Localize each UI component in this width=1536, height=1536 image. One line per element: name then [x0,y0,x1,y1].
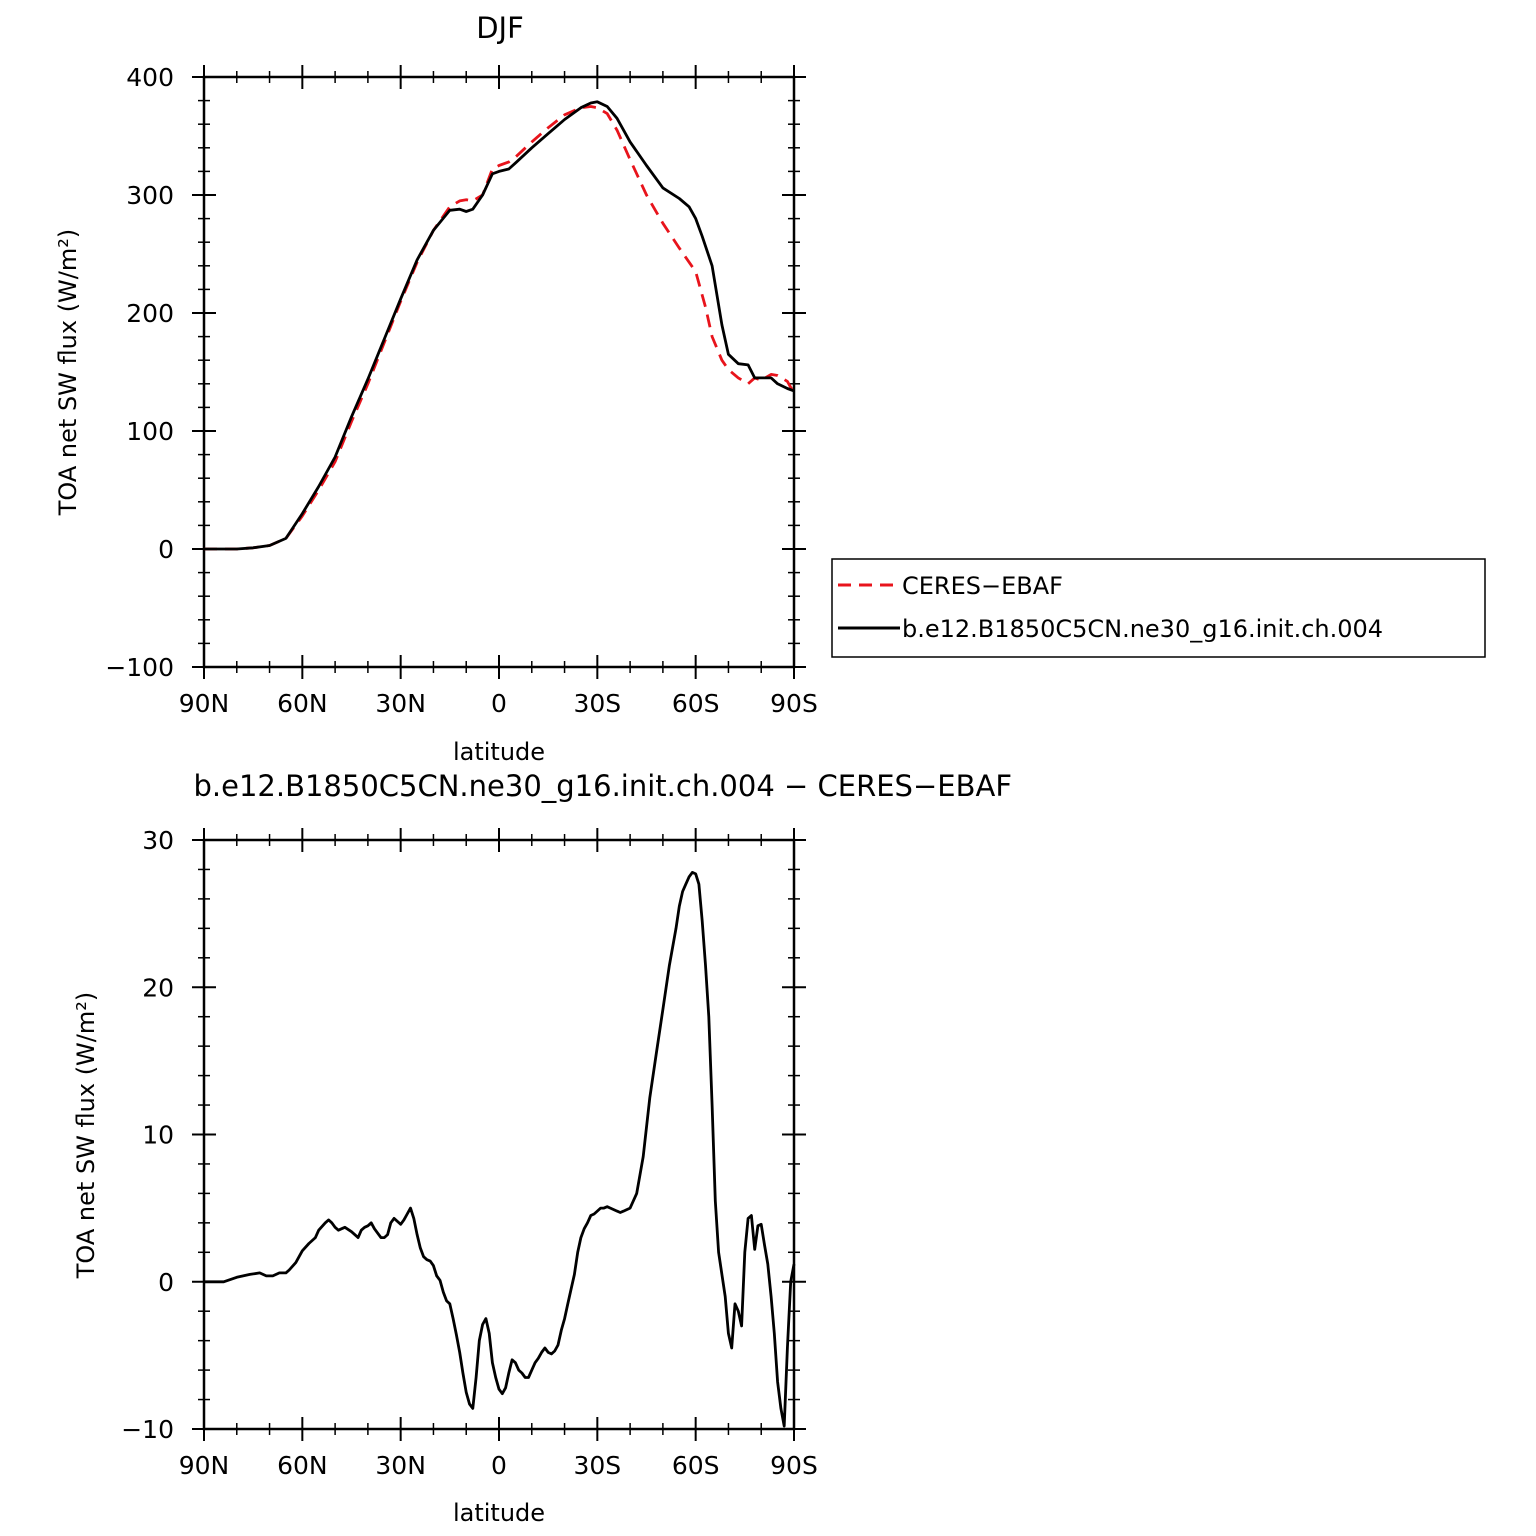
legend-model-label: b.e12.B1850C5CN.ne30_g16.init.ch.004 [902,615,1383,643]
top-series-line-0 [204,105,796,551]
y-tick-label: −100 [105,653,174,682]
bottom-panel-title: b.e12.B1850C5CN.ne30_g16.init.ch.004 − C… [194,769,1013,803]
x-tick-label: 60N [277,689,328,718]
x-tick-label: 30S [573,1451,621,1480]
x-tick-label: 90S [770,1451,818,1480]
bottom-panel: b.e12.B1850C5CN.ne30_g16.init.ch.004 − C… [72,769,1012,1527]
y-tick-label: 30 [142,826,174,855]
bottom-y-axis-title: TOA net SW flux (W/m²) [72,992,100,1280]
x-tick-label: 90N [179,689,230,718]
x-tick-label: 30N [375,689,426,718]
x-tick-label: 60N [277,1451,328,1480]
top-series-lines [204,100,796,551]
y-tick-label: 300 [126,181,174,210]
x-tick-label: 90S [770,689,818,718]
x-tick-label: 60S [672,1451,720,1480]
y-tick-label: 0 [158,1268,174,1297]
top-series-line-1 [204,100,795,551]
y-tick-label: 100 [126,417,174,446]
x-tick-label: 90N [179,1451,230,1480]
bottom-x-axis-title: latitude [453,1499,545,1527]
y-tick-label: 200 [126,299,174,328]
bottom-y-ticks: −10 0 10 20 30 [121,826,806,1444]
bottom-plot-frame [202,838,796,1431]
y-tick-label: 400 [126,63,174,92]
bottom-series-lines [204,871,796,1428]
bottom-series-line-0 [204,871,796,1428]
y-tick-label: −10 [121,1415,174,1444]
y-tick-label: 20 [142,973,174,1002]
y-tick-label: 10 [142,1121,174,1150]
top-panel: DJF 90N 60N 30N 0 30S 60S 90S −100 0 100 200 300 40… [54,11,818,766]
top-x-axis-title: latitude [453,738,545,766]
top-x-ticks: 90N 60N 30N 0 30S 60S 90S [179,65,818,718]
top-panel-title: DJF [476,11,524,45]
x-tick-label: 30S [573,689,621,718]
x-tick-label: 0 [491,689,507,718]
legend: CERES−EBAF b.e12.B1850C5CN.ne30_g16.init… [831,558,1486,658]
x-tick-label: 0 [491,1451,507,1480]
x-tick-label: 30N [375,1451,426,1480]
top-y-ticks: −100 0 100 200 300 400 [105,63,806,682]
top-y-axis-title: TOA net SW flux (W/m²) [54,229,82,517]
x-tick-label: 60S [672,689,720,718]
legend-box [831,558,1486,658]
y-tick-label: 0 [158,535,174,564]
legend-ceres-label: CERES−EBAF [902,572,1063,600]
bottom-x-ticks: 90N 60N 30N 0 30S 60S 90S [179,828,818,1480]
